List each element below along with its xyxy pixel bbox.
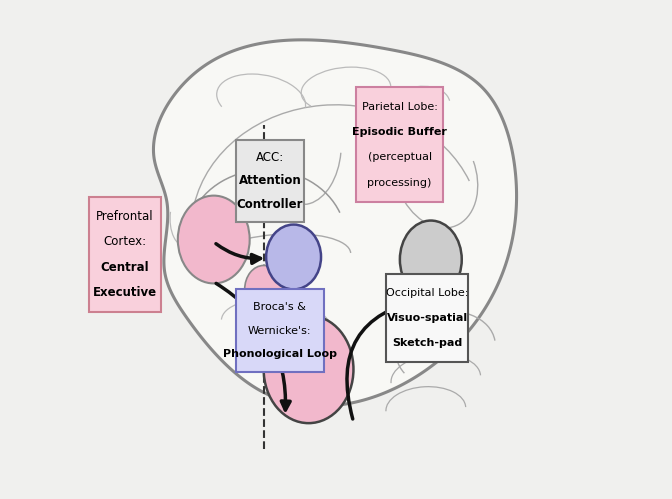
Text: Executive: Executive [93,286,157,299]
Text: Episodic Buffer: Episodic Buffer [352,127,447,137]
Text: Parietal Lobe:: Parietal Lobe: [362,101,437,112]
Ellipse shape [400,221,462,298]
Text: processing): processing) [368,178,432,188]
FancyBboxPatch shape [386,274,468,362]
Ellipse shape [263,315,353,423]
Text: Central: Central [101,260,149,274]
Text: Controller: Controller [237,198,303,211]
FancyBboxPatch shape [236,140,304,222]
Ellipse shape [245,265,283,313]
Text: Wernicke's:: Wernicke's: [248,325,312,336]
Text: Cortex:: Cortex: [103,235,146,249]
Text: Phonological Loop: Phonological Loop [223,349,337,359]
Text: ACC:: ACC: [256,151,284,164]
Text: Attention: Attention [239,174,301,188]
Text: Broca's &: Broca's & [253,302,306,312]
Ellipse shape [178,196,250,283]
FancyBboxPatch shape [236,289,323,372]
Text: Occipital Lobe:: Occipital Lobe: [386,288,468,298]
Text: Prefrontal: Prefrontal [96,210,154,223]
Ellipse shape [266,225,321,289]
FancyBboxPatch shape [89,197,161,312]
Polygon shape [153,40,517,406]
Text: Visuo-spatial: Visuo-spatial [386,313,468,323]
Text: (perceptual: (perceptual [368,152,431,163]
FancyBboxPatch shape [356,87,444,202]
Text: Sketch-pad: Sketch-pad [392,338,462,348]
